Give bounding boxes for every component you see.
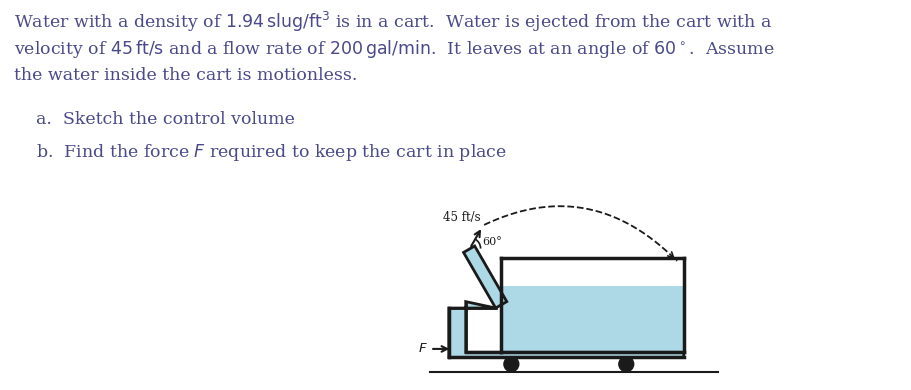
Polygon shape: [463, 246, 507, 308]
Polygon shape: [501, 286, 683, 352]
Text: velocity of $45\,\mathrm{ft/s}$ and a flow rate of $200\,\mathrm{gal/min}$.  It : velocity of $45\,\mathrm{ft/s}$ and a fl…: [14, 38, 773, 60]
Circle shape: [619, 357, 633, 372]
Text: a.  Sketch the control volume: a. Sketch the control volume: [36, 111, 295, 128]
Circle shape: [504, 357, 518, 372]
Text: 45 ft/s: 45 ft/s: [443, 211, 480, 224]
Text: $F$: $F$: [417, 342, 427, 355]
Polygon shape: [448, 301, 683, 357]
Text: b.  Find the force $F$ required to keep the cart in place: b. Find the force $F$ required to keep t…: [36, 142, 507, 163]
Text: the water inside the cart is motionless.: the water inside the cart is motionless.: [14, 67, 357, 84]
Text: Water with a density of $1.94\,\mathrm{slug/ft^3}$ is in a cart.  Water is eject: Water with a density of $1.94\,\mathrm{s…: [14, 10, 772, 34]
Text: 60°: 60°: [482, 237, 502, 247]
